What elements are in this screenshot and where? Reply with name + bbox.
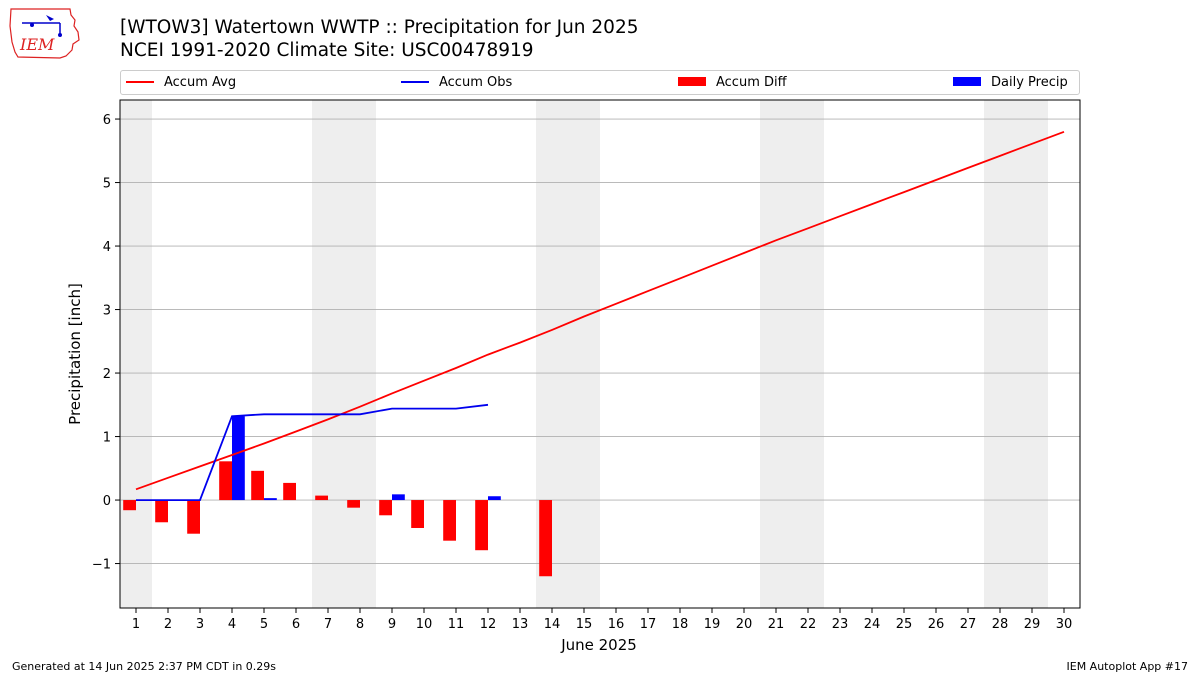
accum-diff-bar xyxy=(123,500,136,511)
x-tick-label: 4 xyxy=(228,617,236,632)
accum-diff-bar xyxy=(155,500,168,523)
daily-precip-bar xyxy=(232,416,245,501)
weekend-shading xyxy=(120,100,1048,608)
legend-item-daily-precip: Daily Precip xyxy=(953,74,1068,92)
chart-subtitle: NCEI 1991-2020 Climate Site: USC00478919 xyxy=(120,40,534,61)
accum-diff-bar xyxy=(315,495,328,501)
legend-label-daily-precip: Daily Precip xyxy=(991,75,1068,90)
x-tick-label: 23 xyxy=(832,617,849,632)
x-tick-label: 13 xyxy=(512,617,529,632)
x-axis-label: June 2025 xyxy=(560,636,637,654)
legend-swatch-accum-avg xyxy=(126,80,154,83)
weekend-band xyxy=(312,100,376,608)
x-tick-label: 15 xyxy=(576,617,593,632)
logo-text: IEM xyxy=(19,35,55,54)
y-tick-label: 1 xyxy=(103,431,111,446)
daily-precip-bar xyxy=(488,496,501,501)
y-tick-label: 2 xyxy=(103,367,111,382)
accum-diff-bar xyxy=(347,500,360,508)
iem-logo: IEM xyxy=(8,6,82,60)
y-tick-label: 3 xyxy=(103,304,111,319)
x-tick-label: 27 xyxy=(960,617,977,632)
weekend-band xyxy=(120,100,152,608)
accum-diff-bar xyxy=(539,500,552,577)
x-tick-label: 20 xyxy=(736,617,753,632)
x-tick-label: 28 xyxy=(992,617,1009,632)
legend: Accum Avg Accum Obs Accum Diff Daily Pre… xyxy=(120,70,1080,95)
y-tick-label: −1 xyxy=(92,558,111,573)
bars xyxy=(123,416,552,577)
daily-precip-bar xyxy=(392,494,405,501)
legend-item-accum-diff: Accum Diff xyxy=(678,74,787,92)
legend-swatch-daily-precip xyxy=(953,77,981,86)
legend-label-accum-obs: Accum Obs xyxy=(439,75,513,90)
x-tick-label: 8 xyxy=(356,617,364,632)
legend-label-accum-diff: Accum Diff xyxy=(716,75,787,90)
accum-obs-line xyxy=(136,403,489,501)
x-tick-label: 9 xyxy=(388,617,396,632)
x-tick-label: 18 xyxy=(672,617,689,632)
x-tick-label: 10 xyxy=(416,617,433,632)
daily-precip-bar xyxy=(264,498,277,501)
x-tick-label: 24 xyxy=(864,617,881,632)
x-tick-label: 12 xyxy=(480,617,497,632)
chart-title: [WTOW3] Watertown WWTP :: Precipitation … xyxy=(120,17,639,38)
x-tick-label: 19 xyxy=(704,617,721,632)
y-tick-label: 0 xyxy=(103,494,111,509)
x-tick-label: 11 xyxy=(448,617,465,632)
accum-diff-bar xyxy=(475,500,488,551)
weekend-band xyxy=(984,100,1048,608)
accum-diff-bar xyxy=(187,500,200,534)
x-tick-label: 1 xyxy=(132,617,140,632)
x-tick-label: 21 xyxy=(768,617,785,632)
series-lines xyxy=(135,130,1065,501)
x-tick-label: 7 xyxy=(324,617,332,632)
legend-item-accum-obs: Accum Obs xyxy=(401,74,512,92)
x-tick-label: 2 xyxy=(164,617,172,632)
x-tick-label: 22 xyxy=(800,617,817,632)
accum-diff-bar xyxy=(251,470,264,501)
footer-generated: Generated at 14 Jun 2025 2:37 PM CDT in … xyxy=(12,660,277,673)
accum-diff-bar xyxy=(379,500,392,516)
legend-swatch-accum-obs xyxy=(401,80,429,83)
x-tick-label: 29 xyxy=(1024,617,1041,632)
y-tick-label: 6 xyxy=(103,113,111,128)
x-tick-label: 16 xyxy=(608,617,625,632)
plot-frame xyxy=(119,99,1081,609)
x-tick-label: 17 xyxy=(640,617,657,632)
legend-item-accum-avg: Accum Avg xyxy=(126,74,236,92)
x-tick-label: 25 xyxy=(896,617,913,632)
accum-avg-line xyxy=(135,130,1065,491)
y-axis-label: Precipitation [inch] xyxy=(66,283,84,425)
accum-diff-bar xyxy=(411,500,424,528)
x-tick-label: 3 xyxy=(196,617,204,632)
accum-diff-bar xyxy=(283,482,296,501)
x-tick-label: 26 xyxy=(928,617,945,632)
footer-app: IEM Autoplot App #17 xyxy=(1066,660,1189,673)
x-tick-label: 30 xyxy=(1056,617,1073,632)
accum-diff-bar xyxy=(219,461,232,501)
legend-swatch-accum-diff xyxy=(678,77,706,86)
weekend-band xyxy=(760,100,824,608)
legend-label-accum-avg: Accum Avg xyxy=(164,75,237,90)
x-tick-label: 14 xyxy=(544,617,561,632)
x-tick-label: 5 xyxy=(260,617,268,632)
y-tick-label: 5 xyxy=(103,177,111,192)
y-tick-label: 4 xyxy=(103,240,111,255)
x-tick-label: 6 xyxy=(292,617,300,632)
accum-diff-bar xyxy=(443,500,456,541)
